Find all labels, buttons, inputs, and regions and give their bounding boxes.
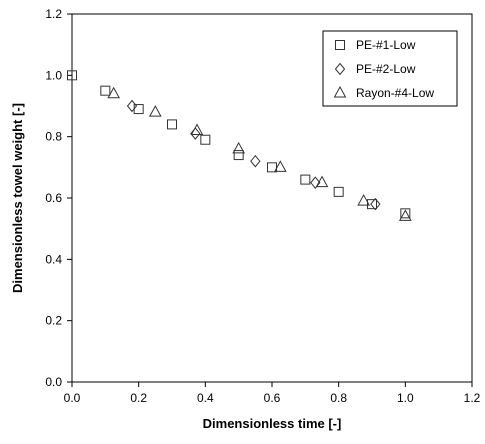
square-data-point: [200, 134, 211, 145]
square-data-point: [300, 174, 311, 185]
x-axis-ticks: 0.0 0.2 0.4 0.6 0.8 1.0 1.2: [64, 382, 481, 405]
legend-label: PE-#2-Low: [356, 62, 416, 76]
triangle-data-point: [398, 209, 412, 221]
legend: PE-#1-Low PE-#2-Low Rayon-#4-Low: [322, 30, 458, 107]
legend-box: [322, 30, 458, 107]
diamond-data-point: [126, 99, 138, 113]
legend-diamond-icon: [334, 62, 346, 76]
legend-square-icon: [335, 40, 345, 50]
square-data-point: [233, 150, 244, 161]
x-tick-label: 1.0: [397, 391, 414, 405]
y-tick-label: 1.0: [45, 68, 62, 82]
legend-label: PE-#1-Low: [356, 38, 416, 52]
legend-label: Rayon-#4-Low: [356, 86, 434, 100]
y-tick-label: 0.8: [45, 130, 62, 144]
y-tick-label: 1.2: [45, 7, 62, 21]
x-tick-label: 0.8: [330, 391, 347, 405]
square-data-point: [333, 186, 344, 197]
triangle-data-point: [148, 105, 162, 117]
data-markers: [67, 70, 412, 221]
square-data-point: [100, 85, 111, 96]
x-tick-label: 0.2: [130, 391, 147, 405]
square-data-point: [133, 104, 144, 115]
triangle-data-point: [315, 175, 329, 188]
y-tick-label: 0.0: [45, 375, 62, 389]
y-axis-ticks: 0.0 0.2 0.4 0.6 0.8 1.0 1.2: [45, 7, 72, 389]
diamond-data-point: [250, 154, 261, 168]
triangle-data-point: [232, 141, 246, 154]
square-data-point: [367, 199, 377, 210]
y-tick-label: 0.6: [45, 191, 62, 205]
square-data-point: [67, 70, 77, 81]
triangle-data-point: [190, 123, 204, 136]
diamond-data-point: [310, 176, 321, 189]
triangle-data-point: [273, 160, 287, 172]
x-tick-label: 0.0: [64, 391, 81, 405]
triangle-data-point: [357, 194, 371, 206]
x-tick-label: 1.2: [464, 391, 481, 405]
square-data-point: [400, 208, 411, 219]
y-tick-label: 0.2: [45, 314, 62, 328]
legend-entries: PE-#1-Low PE-#2-Low Rayon-#4-Low: [333, 38, 434, 100]
triangle-data-point: [107, 86, 121, 99]
y-axis-title: Dimensionless towel weight [-]: [10, 103, 25, 293]
diamond-data-point: [190, 127, 201, 140]
x-tick-label: 0.4: [197, 391, 214, 405]
x-tick-label: 0.6: [264, 391, 281, 405]
legend-triangle-icon: [333, 85, 347, 98]
square-data-point: [167, 119, 177, 130]
x-axis-title: Dimensionless time [-]: [203, 416, 342, 431]
y-tick-label: 0.4: [45, 252, 62, 266]
diamond-data-point: [370, 197, 381, 211]
